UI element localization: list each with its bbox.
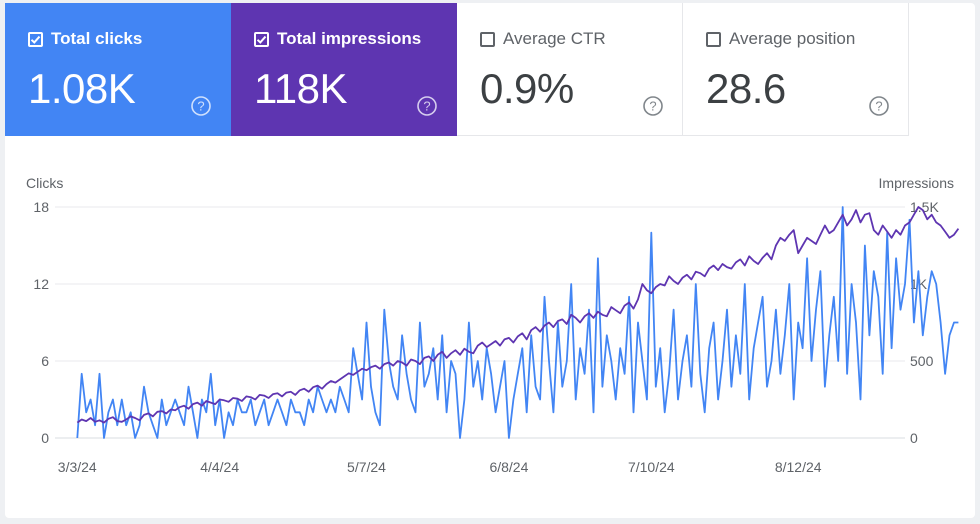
right-axis-title: Impressions (879, 175, 954, 191)
svg-text:?: ? (649, 99, 656, 114)
right-tick-label: 1.5K (910, 199, 939, 215)
right-tick-label: 500 (910, 353, 934, 369)
svg-text:?: ? (197, 99, 204, 114)
x-tick-label: 7/10/24 (628, 459, 675, 475)
total-clicks-value: 1.08K (28, 65, 136, 112)
left-tick-label: 0 (41, 430, 49, 446)
impressions-series-line (76, 206, 960, 424)
total-clicks-card[interactable]: Total clicks 1.08K ? (5, 3, 231, 136)
x-tick-label: 4/4/24 (200, 459, 239, 475)
x-tick-label: 8/12/24 (775, 459, 822, 475)
average-position-checkbox[interactable] (706, 31, 721, 47)
total-impressions-label: Total impressions (277, 29, 422, 48)
average-ctr-label: Average CTR (503, 29, 606, 48)
x-tick-label: 3/3/24 (58, 459, 97, 475)
svg-text:?: ? (875, 99, 882, 114)
left-tick-label: 12 (33, 276, 49, 292)
left-tick-label: 6 (41, 353, 49, 369)
right-tick-label: 0 (910, 430, 918, 446)
help-icon[interactable]: ? (868, 95, 890, 117)
average-ctr-card[interactable]: Average CTR 0.9% ? (457, 3, 683, 136)
help-icon[interactable]: ? (190, 95, 212, 117)
total-impressions-value: 118K (254, 65, 347, 112)
total-clicks-checkbox[interactable] (28, 31, 43, 47)
help-icon[interactable]: ? (642, 95, 664, 117)
left-axis-title: Clicks (26, 175, 63, 191)
average-position-label: Average position (729, 29, 856, 48)
total-impressions-checkbox[interactable] (254, 31, 269, 47)
average-position-card[interactable]: Average position 28.6 ? (683, 3, 909, 136)
average-ctr-value: 0.9% (480, 65, 574, 112)
checkmark-icon (30, 35, 41, 44)
average-position-value: 28.6 (706, 65, 786, 112)
total-clicks-label: Total clicks (51, 29, 143, 48)
average-ctr-checkbox[interactable] (480, 31, 495, 47)
svg-text:?: ? (423, 99, 430, 114)
summary-cards: Total clicks 1.08K ? Total impressions 1… (5, 3, 909, 136)
clicks-series-line (76, 206, 959, 439)
x-tick-label: 5/7/24 (347, 459, 386, 475)
x-tick-label: 6/8/24 (489, 459, 528, 475)
total-impressions-card[interactable]: Total impressions 118K ? (231, 3, 457, 136)
left-tick-label: 18 (33, 199, 49, 215)
help-icon[interactable]: ? (416, 95, 438, 117)
checkmark-icon (256, 35, 267, 44)
